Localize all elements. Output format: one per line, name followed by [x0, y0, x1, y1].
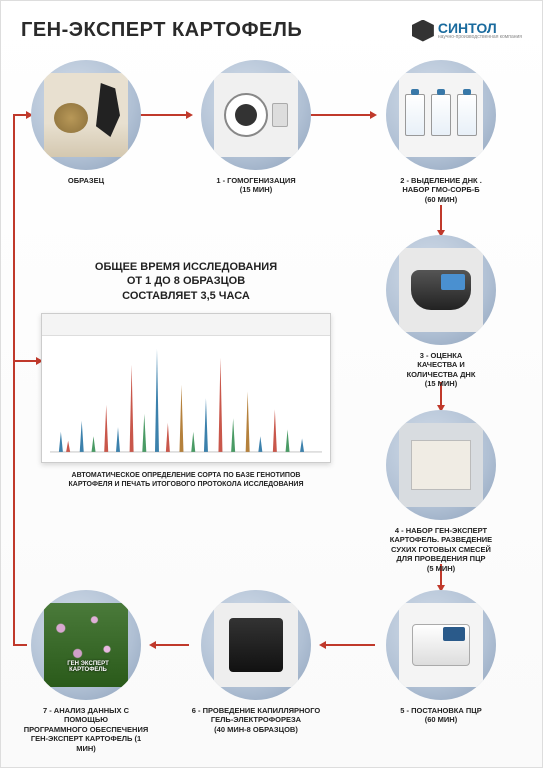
electropherogram-chart [42, 336, 330, 462]
step-pcr-kit: 4 - НАБОР ГЕН-ЭКСПЕРТ КАРТОФЕЛЬ. РАЗВЕДЕ… [376, 410, 506, 573]
step-circle: ГЕН ЭКСПЕРТ КАРТОФЕЛЬ [31, 590, 141, 700]
header: ГЕН-ЭКСПЕРТ КАРТОФЕЛЬ СИНТОЛ научно-прои… [21, 19, 522, 42]
step-label: 1 - ГОМОГЕНИЗАЦИЯ (15 МИН) [216, 176, 295, 195]
step-circle [386, 60, 496, 170]
software-screenshot [41, 313, 331, 463]
brand-logo: СИНТОЛ научно-производственная компания [412, 20, 522, 42]
logo-brand: СИНТОЛ [438, 21, 522, 35]
step-circle [31, 60, 141, 170]
thermocycler-visual [399, 603, 483, 687]
reagent-bottles-visual [399, 73, 483, 157]
arrow-left-rail [13, 114, 15, 644]
caption-line: КАРТОФЕЛЯ И ПЕЧАТЬ ИТОГОВОГО ПРОТОКОЛА И… [41, 480, 331, 489]
logo-tagline: научно-производственная компания [438, 35, 522, 40]
step-label: 7 - АНАЛИЗ ДАННЫХ С ПОМОЩЬЮ ПРОГРАММНОГО… [21, 706, 151, 753]
step-label: ОБРАЗЕЦ [68, 176, 104, 185]
headline-line: СОСТАВЛЯЕТ 3,5 ЧАСА [41, 289, 331, 303]
summary-caption: АВТОМАТИЧЕСКОЕ ОПРЕДЕЛЕНИЕ СОРТА ПО БАЗЕ… [41, 471, 331, 489]
step-sample: ОБРАЗЕЦ [21, 60, 151, 185]
step-circle [386, 410, 496, 520]
window-toolbar [42, 314, 330, 336]
gel-visual [214, 603, 298, 687]
step-homogenization: 1 - ГОМОГЕНИЗАЦИЯ (15 МИН) [191, 60, 321, 195]
logo-hexagon-icon [412, 20, 434, 42]
arrow-5-6 [325, 644, 375, 646]
page-title: ГЕН-ЭКСПЕРТ КАРТОФЕЛЬ [21, 19, 302, 42]
homogenizer-visual [214, 73, 298, 157]
step-label: 6 - ПРОВЕДЕНИЕ КАПИЛЛЯРНОГО ГЕЛЬ-ЭЛЕКТРО… [192, 706, 320, 734]
sample-visual [44, 73, 128, 157]
headline-line: ОТ 1 ДО 8 ОБРАЗЦОВ [41, 274, 331, 288]
step-circle [201, 590, 311, 700]
step-label: 4 - НАБОР ГЕН-ЭКСПЕРТ КАРТОФЕЛЬ. РАЗВЕДЕ… [390, 526, 492, 573]
logo-text: СИНТОЛ научно-производственная компания [438, 21, 522, 40]
step-electrophoresis: 6 - ПРОВЕДЕНИЕ КАПИЛЛЯРНОГО ГЕЛЬ-ЭЛЕКТРО… [191, 590, 321, 734]
arrow-rail-center [13, 360, 37, 362]
arrow-2-3 [440, 205, 442, 231]
plant-overlay-text: ГЕН ЭКСПЕРТ КАРТОФЕЛЬ [48, 661, 128, 673]
step-dna-qc: 3 - ОЦЕНКА КАЧЕСТВА И КОЛИЧЕСТВА ДНК (15… [376, 235, 506, 389]
kit-visual [399, 423, 483, 507]
step-circle [386, 590, 496, 700]
spectrophotometer-visual [399, 248, 483, 332]
step-label: 3 - ОЦЕНКА КАЧЕСТВА И КОЛИЧЕСТВА ДНК (15… [407, 351, 476, 389]
caption-line: АВТОМАТИЧЕСКОЕ ОПРЕДЕЛЕНИЕ СОРТА ПО БАЗЕ… [41, 471, 331, 480]
headline-line: ОБЩЕЕ ВРЕМЯ ИССЛЕДОВАНИЯ [41, 260, 331, 274]
center-summary: ОБЩЕЕ ВРЕМЯ ИССЛЕДОВАНИЯ ОТ 1 ДО 8 ОБРАЗ… [41, 260, 331, 489]
step-circle [386, 235, 496, 345]
plant-visual: ГЕН ЭКСПЕРТ КАРТОФЕЛЬ [44, 603, 128, 687]
step-analysis: ГЕН ЭКСПЕРТ КАРТОФЕЛЬ 7 - АНАЛИЗ ДАННЫХ … [21, 590, 151, 753]
infographic-page: ГЕН-ЭКСПЕРТ КАРТОФЕЛЬ СИНТОЛ научно-прои… [0, 0, 543, 768]
step-pcr: 5 - ПОСТАНОВКА ПЦР (60 МИН) [376, 590, 506, 725]
step-label: 5 - ПОСТАНОВКА ПЦР (60 МИН) [400, 706, 481, 725]
step-label: 2 - ВЫДЕЛЕНИЕ ДНК . НАБОР ГМО-СОРБ-Б (60… [400, 176, 482, 204]
step-dna-extraction: 2 - ВЫДЕЛЕНИЕ ДНК . НАБОР ГМО-СОРБ-Б (60… [376, 60, 506, 204]
chart-svg [50, 340, 322, 454]
step-circle [201, 60, 311, 170]
summary-headline: ОБЩЕЕ ВРЕМЯ ИССЛЕДОВАНИЯ ОТ 1 ДО 8 ОБРАЗ… [41, 260, 331, 303]
arrow-6-7 [155, 644, 189, 646]
workflow-diagram: ОБРАЗЕЦ 1 - ГОМОГЕНИЗАЦИЯ (15 МИН) 2 - В… [21, 60, 522, 740]
